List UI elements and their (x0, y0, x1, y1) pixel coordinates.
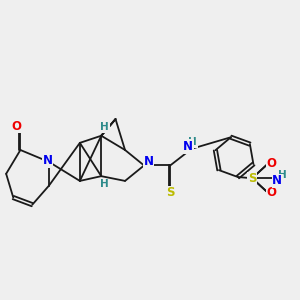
Text: O: O (266, 158, 276, 170)
Text: S: S (167, 186, 175, 199)
Text: H: H (188, 137, 197, 147)
Text: H: H (100, 122, 109, 132)
Text: N: N (272, 174, 282, 187)
Text: N: N (183, 140, 193, 153)
Text: O: O (12, 120, 22, 133)
Text: N: N (144, 155, 154, 168)
Text: H: H (100, 179, 109, 190)
Text: N: N (43, 154, 53, 167)
Text: O: O (266, 186, 276, 199)
Text: H: H (278, 170, 286, 180)
Text: S: S (248, 172, 256, 185)
